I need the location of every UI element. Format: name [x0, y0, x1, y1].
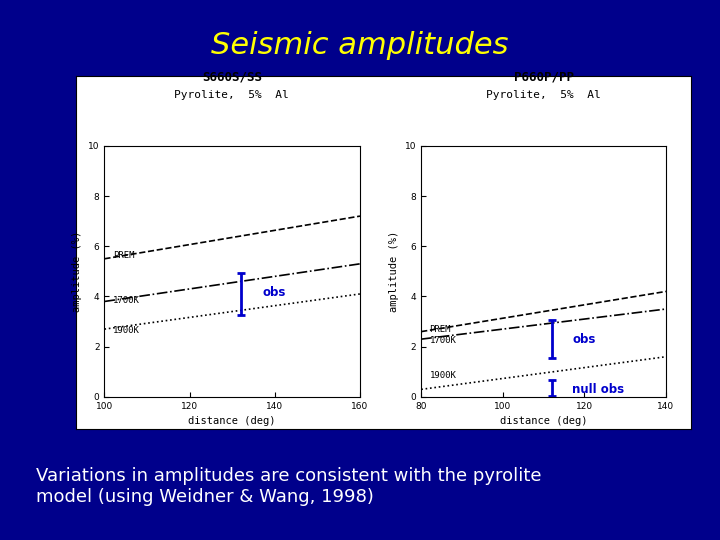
Text: obs: obs	[262, 286, 285, 299]
Text: Seismic amplitudes: Seismic amplitudes	[211, 31, 509, 60]
Text: 1700K: 1700K	[113, 296, 140, 305]
Text: P660P/PP: P660P/PP	[513, 71, 574, 84]
Text: 1900K: 1900K	[429, 371, 456, 380]
Text: 1900K: 1900K	[113, 326, 140, 335]
Text: Pyrolite,  5%  Al: Pyrolite, 5% Al	[174, 90, 289, 100]
Text: Pyrolite,  5%  Al: Pyrolite, 5% Al	[486, 90, 601, 100]
Text: PREM: PREM	[429, 325, 451, 334]
X-axis label: distance (deg): distance (deg)	[500, 416, 588, 426]
Text: 1700K: 1700K	[429, 336, 456, 345]
Y-axis label: amplitude (%): amplitude (%)	[390, 231, 400, 312]
Text: Variations in amplitudes are consistent with the pyrolite
model (using Weidner &: Variations in amplitudes are consistent …	[36, 467, 541, 506]
Y-axis label: amplitude (%): amplitude (%)	[73, 231, 83, 312]
Text: obs: obs	[572, 333, 595, 346]
X-axis label: distance (deg): distance (deg)	[189, 416, 276, 426]
Text: null obs: null obs	[572, 383, 624, 396]
Text: S660S/SS: S660S/SS	[202, 71, 262, 84]
Text: PREM: PREM	[113, 251, 135, 260]
